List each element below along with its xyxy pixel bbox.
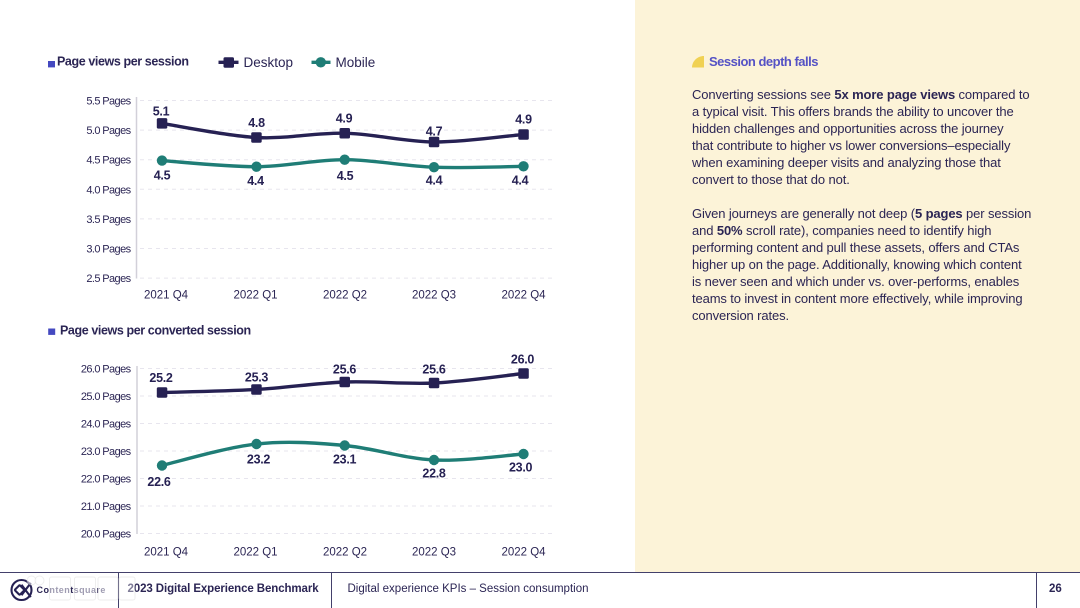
svg-text:4.9: 4.9 (515, 113, 532, 127)
svg-text:2022 Q1: 2022 Q1 (233, 290, 277, 302)
svg-text:4.5: 4.5 (337, 169, 354, 183)
svg-text:26.0 Pages: 26.0 Pages (81, 364, 132, 376)
svg-text:2022 Q3: 2022 Q3 (412, 547, 456, 559)
svg-text:5.0 Pages: 5.0 Pages (86, 125, 131, 137)
svg-text:22.8: 22.8 (422, 467, 445, 481)
svg-text:4.4: 4.4 (426, 174, 443, 188)
svg-text:23.0: 23.0 (509, 461, 532, 475)
svg-text:5.5 Pages: 5.5 Pages (86, 96, 131, 108)
svg-text:22.6: 22.6 (147, 475, 170, 489)
svg-text:Page views per converted sessi: Page views per converted session (60, 324, 251, 338)
svg-text:4.5: 4.5 (154, 169, 171, 183)
svg-text:2021 Q4: 2021 Q4 (144, 290, 189, 302)
svg-text:26.0: 26.0 (511, 353, 534, 367)
svg-text:2022 Q4: 2022 Q4 (501, 547, 546, 559)
svg-text:2022 Q2: 2022 Q2 (323, 290, 367, 302)
svg-text:25.0 Pages: 25.0 Pages (81, 391, 132, 403)
svg-text:4.8: 4.8 (248, 116, 265, 130)
svg-text:5.1: 5.1 (153, 105, 170, 119)
svg-text:Mobile: Mobile (336, 55, 376, 70)
svg-text:4.0 Pages: 4.0 Pages (86, 184, 131, 196)
svg-text:3.0 Pages: 3.0 Pages (86, 244, 131, 256)
svg-text:2.5 Pages: 2.5 Pages (86, 273, 131, 285)
svg-text:21.0 Pages: 21.0 Pages (81, 501, 132, 513)
svg-text:22.0 Pages: 22.0 Pages (81, 474, 132, 486)
svg-text:2022 Q3: 2022 Q3 (412, 290, 456, 302)
svg-text:24.0 Pages: 24.0 Pages (81, 419, 132, 431)
svg-text:Desktop: Desktop (244, 55, 294, 70)
svg-text:23.1: 23.1 (333, 453, 356, 467)
svg-text:2022 Q1: 2022 Q1 (233, 547, 277, 559)
svg-text:25.6: 25.6 (333, 363, 356, 377)
svg-text:25.3: 25.3 (245, 371, 268, 385)
svg-text:2021 Q4: 2021 Q4 (144, 547, 189, 559)
svg-text:2022 Q4: 2022 Q4 (501, 290, 546, 302)
svg-text:20.0 Pages: 20.0 Pages (81, 529, 132, 541)
svg-text:3.5 Pages: 3.5 Pages (86, 214, 131, 226)
svg-text:4.4: 4.4 (247, 174, 264, 188)
svg-text:4.9: 4.9 (336, 112, 353, 126)
svg-text:4.7: 4.7 (426, 124, 443, 138)
svg-text:Page views per session: Page views per session (57, 55, 189, 69)
svg-text:25.6: 25.6 (422, 363, 445, 377)
svg-text:23.2: 23.2 (247, 453, 270, 467)
svg-text:23.0 Pages: 23.0 Pages (81, 446, 132, 458)
svg-text:4.4: 4.4 (512, 174, 529, 188)
svg-text:4.5 Pages: 4.5 Pages (86, 155, 131, 167)
svg-text:2022 Q2: 2022 Q2 (323, 547, 367, 559)
svg-text:25.2: 25.2 (149, 371, 172, 385)
